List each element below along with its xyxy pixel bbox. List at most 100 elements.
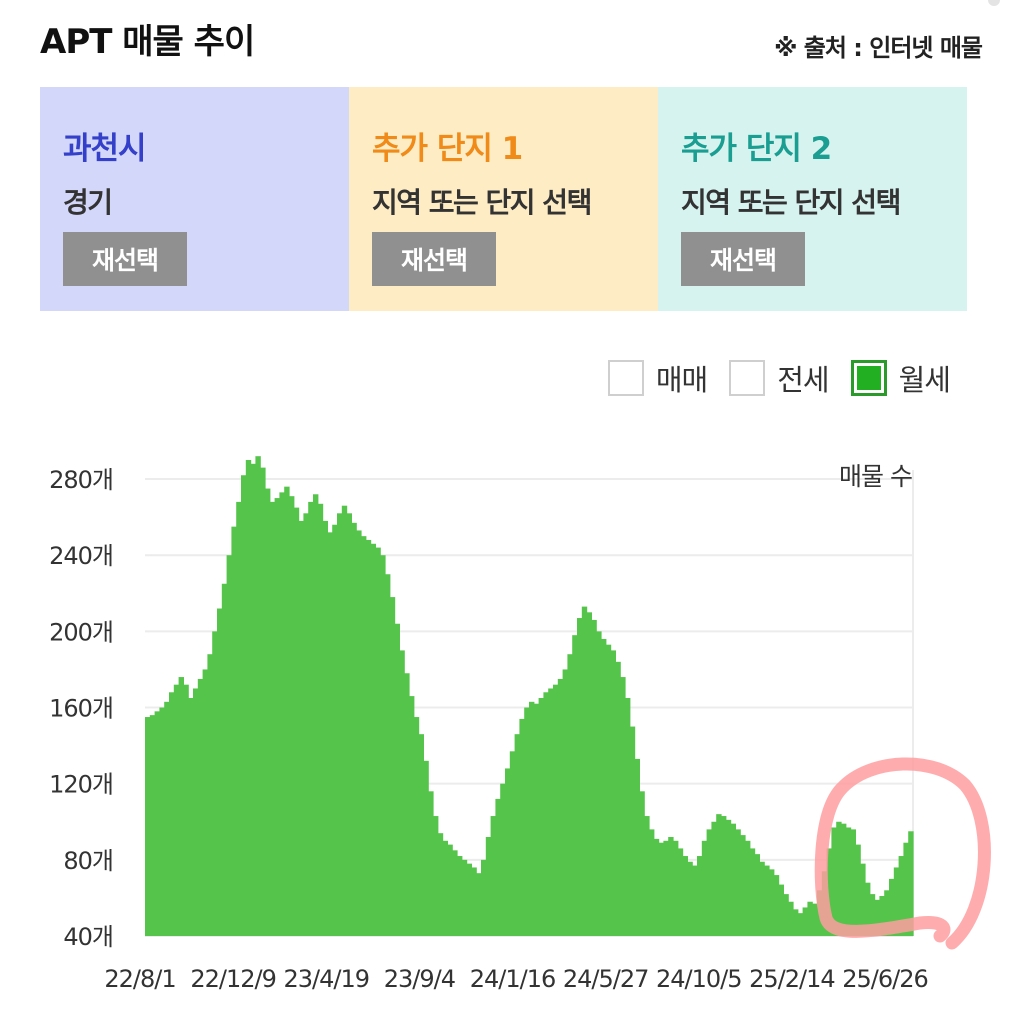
chart-bar xyxy=(442,840,448,936)
y-axis-label: 매물 수 xyxy=(839,462,912,491)
chart-bar xyxy=(610,650,616,936)
chart-bar xyxy=(581,606,588,936)
chart-bar xyxy=(265,488,271,936)
chart-bar xyxy=(735,829,741,936)
chart-bar xyxy=(389,597,396,936)
chart-bar xyxy=(154,711,160,936)
legend-item-sale[interactable]: 매매 xyxy=(607,357,708,399)
chart-bar xyxy=(548,688,554,936)
panel-subtitle[interactable]: 경기 xyxy=(63,186,113,219)
chart-bar xyxy=(716,814,722,936)
chart-bar xyxy=(231,526,237,936)
chart-bar xyxy=(485,836,492,936)
chart-bar xyxy=(615,661,621,936)
chart-bar xyxy=(740,835,746,936)
chart-bar xyxy=(764,865,770,936)
chart-bar xyxy=(553,684,559,936)
chart-bar xyxy=(519,718,525,936)
panel-added-complex-2: 추가 단지 2 지역 또는 단지 선택 재선택 xyxy=(658,87,967,311)
chart-bar xyxy=(298,520,304,936)
panel-title: 과천시 xyxy=(63,131,147,167)
chart-bar xyxy=(524,707,530,936)
scroll-indicator xyxy=(988,0,1000,6)
x-tick-label: 24/10/5 xyxy=(656,965,742,993)
chart-bar xyxy=(745,840,751,936)
chart-bar xyxy=(495,798,501,936)
panel-subtitle[interactable]: 지역 또는 단지 선택 xyxy=(681,186,901,219)
chart-bar xyxy=(898,856,904,936)
chart-bar xyxy=(178,677,184,936)
legend-label: 전세 xyxy=(777,363,829,397)
chart-bar xyxy=(788,901,794,936)
chart-bar xyxy=(399,650,405,936)
checkbox-sale[interactable] xyxy=(607,360,644,396)
chart-bar xyxy=(217,608,223,936)
chart-bar xyxy=(385,574,391,936)
chart-bar xyxy=(725,819,732,936)
chart-bar xyxy=(802,907,808,936)
chart-bar xyxy=(749,848,756,936)
x-tick-label: 22/8/1 xyxy=(104,965,175,993)
chart-bar xyxy=(855,844,861,936)
chart-bar xyxy=(783,894,789,936)
chart-bar xyxy=(721,816,727,936)
chart-bar xyxy=(145,717,151,936)
chart-bar xyxy=(327,532,333,936)
chart-bar xyxy=(226,555,232,936)
chart-bar xyxy=(812,903,818,936)
panel-region-primary: 과천시 경기 재선택 xyxy=(40,87,349,311)
chart-bar xyxy=(692,865,698,936)
chart-bar xyxy=(514,734,520,936)
chart-bar xyxy=(471,867,477,936)
chart-bar xyxy=(620,677,626,936)
chart-bar xyxy=(433,816,439,936)
chart-bar xyxy=(375,547,381,936)
chart-bar xyxy=(845,827,852,936)
chart-bar xyxy=(577,618,583,936)
legend-item-jeonse[interactable]: 전세 xyxy=(729,357,830,399)
chart-bar xyxy=(428,791,434,936)
chart-bar xyxy=(437,833,444,936)
reselect-button[interactable]: 재선택 xyxy=(681,232,805,286)
chart-bar xyxy=(481,859,487,936)
chart-bar xyxy=(850,829,856,936)
chart-bar xyxy=(874,899,880,936)
chart-bar xyxy=(361,536,367,936)
chart-bar xyxy=(601,638,607,936)
chart-bar xyxy=(308,501,314,936)
panel-subtitle[interactable]: 지역 또는 단지 선택 xyxy=(372,186,592,219)
chart-bar xyxy=(836,821,842,936)
chart-bar xyxy=(164,701,170,936)
chart-bar xyxy=(279,492,285,936)
checkbox-jeonse[interactable] xyxy=(729,360,766,396)
chart-bar xyxy=(452,850,458,936)
legend-item-monthly-rent[interactable]: 월세 xyxy=(850,357,951,399)
y-tick-label: 280개 xyxy=(49,466,113,494)
chart-bar xyxy=(673,840,679,936)
chart-bar xyxy=(538,698,544,936)
chart-bar xyxy=(543,692,549,936)
chart-bar xyxy=(476,873,482,936)
chart-bar xyxy=(706,829,712,936)
source-note: ※ 출처 : 인터넷 매물 xyxy=(774,34,983,62)
chart-bar xyxy=(351,522,357,936)
chart-bar xyxy=(173,684,180,936)
chart-bar xyxy=(677,848,684,936)
chart-bar xyxy=(159,707,165,936)
chart-bar xyxy=(903,842,909,936)
chart-bar xyxy=(759,861,765,936)
chart-bar xyxy=(697,856,703,936)
chart-bar xyxy=(409,696,415,936)
y-tick-label: 80개 xyxy=(63,847,113,875)
checkbox-monthly-rent[interactable] xyxy=(850,360,887,396)
chart-bar xyxy=(653,838,660,936)
chart-bar xyxy=(490,816,496,936)
x-tick-label: 25/6/26 xyxy=(842,965,928,993)
chart-bar xyxy=(466,863,472,936)
chart-bar xyxy=(380,555,386,936)
reselect-button[interactable]: 재선택 xyxy=(63,232,187,286)
chart-bar xyxy=(625,698,631,936)
chart-bar xyxy=(807,901,813,936)
reselect-button[interactable]: 재선택 xyxy=(372,232,496,286)
